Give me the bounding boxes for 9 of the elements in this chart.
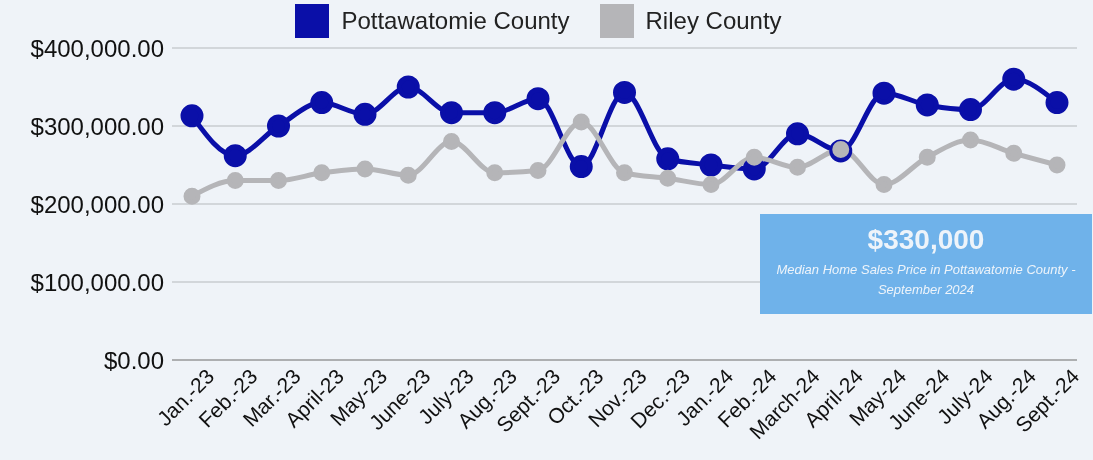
annotation: Median Home Sales Price in Pottawatomie County - September 2024 bbox=[775, 261, 1077, 299]
y-tick-label: $100,000.00 bbox=[30, 268, 164, 296]
legend-label: Pottawatomie County bbox=[341, 7, 570, 35]
y-tick-label: $0.00 bbox=[103, 346, 164, 374]
annotation: $330,000 bbox=[866, 224, 986, 256]
y-tick-label: $200,000.00 bbox=[30, 190, 164, 218]
legend-label: Riley County bbox=[645, 7, 782, 35]
y-tick-label: $400,000.00 bbox=[30, 34, 164, 62]
y-tick-label: $300,000.00 bbox=[30, 112, 164, 140]
